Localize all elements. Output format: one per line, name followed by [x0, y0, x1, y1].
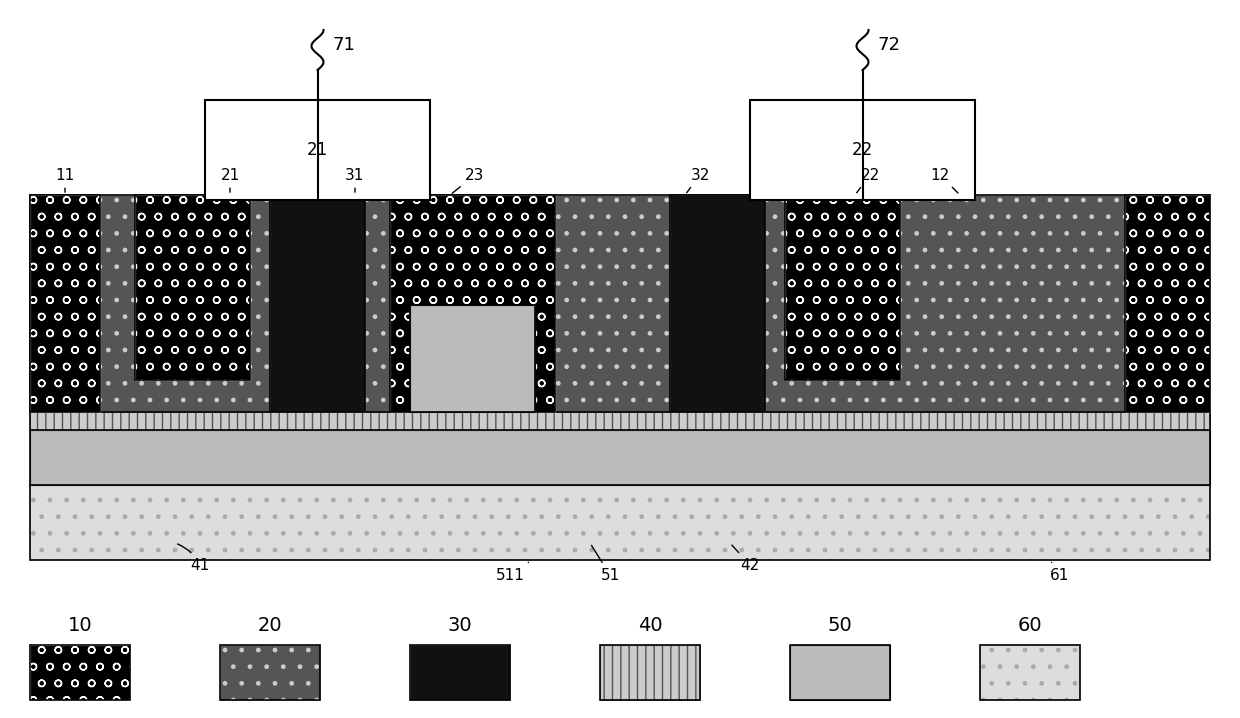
Text: 22: 22 — [852, 141, 873, 159]
Text: 40: 40 — [637, 616, 662, 635]
Text: 23: 23 — [453, 167, 485, 193]
Bar — [30, 195, 100, 412]
Bar — [670, 195, 765, 412]
Bar — [30, 645, 130, 700]
Bar — [410, 305, 534, 412]
Bar — [30, 645, 130, 700]
Bar — [270, 195, 365, 412]
Text: 12: 12 — [930, 167, 959, 193]
Bar — [980, 645, 1080, 700]
Text: 21: 21 — [221, 167, 239, 192]
Text: 10: 10 — [68, 616, 92, 635]
Text: 51: 51 — [591, 546, 620, 582]
Bar — [980, 645, 1080, 700]
Text: 30: 30 — [448, 616, 472, 635]
Bar — [410, 645, 510, 700]
Bar — [30, 195, 1210, 412]
Text: 71: 71 — [332, 36, 356, 54]
Bar — [391, 195, 556, 412]
Bar — [410, 645, 510, 700]
Bar — [219, 645, 320, 700]
Bar — [30, 430, 1210, 485]
Bar — [30, 485, 1210, 560]
Bar — [391, 195, 556, 412]
Text: 20: 20 — [258, 616, 283, 635]
Text: 32: 32 — [687, 167, 709, 192]
Bar — [205, 100, 430, 200]
Bar — [785, 195, 900, 380]
Bar — [30, 195, 100, 412]
Bar — [135, 195, 250, 380]
Text: 21: 21 — [306, 141, 329, 159]
Bar — [750, 100, 975, 200]
Text: 72: 72 — [878, 36, 900, 54]
Bar — [785, 195, 900, 380]
Bar — [1125, 195, 1210, 412]
Text: 60: 60 — [1018, 616, 1043, 635]
Bar — [135, 195, 250, 380]
Text: 11: 11 — [56, 167, 74, 192]
Bar — [600, 645, 701, 700]
Bar — [270, 195, 365, 412]
Bar — [30, 430, 1210, 485]
Text: 22: 22 — [857, 167, 879, 192]
Bar — [600, 645, 701, 700]
Bar — [30, 412, 1210, 430]
Bar — [219, 645, 320, 700]
Bar — [30, 485, 1210, 560]
Text: 61: 61 — [1050, 562, 1070, 582]
Bar — [410, 305, 534, 412]
Bar — [670, 195, 765, 412]
Bar — [30, 412, 1210, 430]
Text: 511: 511 — [496, 562, 528, 582]
Text: 50: 50 — [827, 616, 852, 635]
Bar — [30, 195, 1210, 412]
Text: 31: 31 — [345, 167, 365, 192]
Bar — [790, 645, 890, 700]
Text: 42: 42 — [732, 545, 760, 572]
Text: 41: 41 — [177, 544, 210, 572]
Bar — [790, 645, 890, 700]
Bar — [1125, 195, 1210, 412]
